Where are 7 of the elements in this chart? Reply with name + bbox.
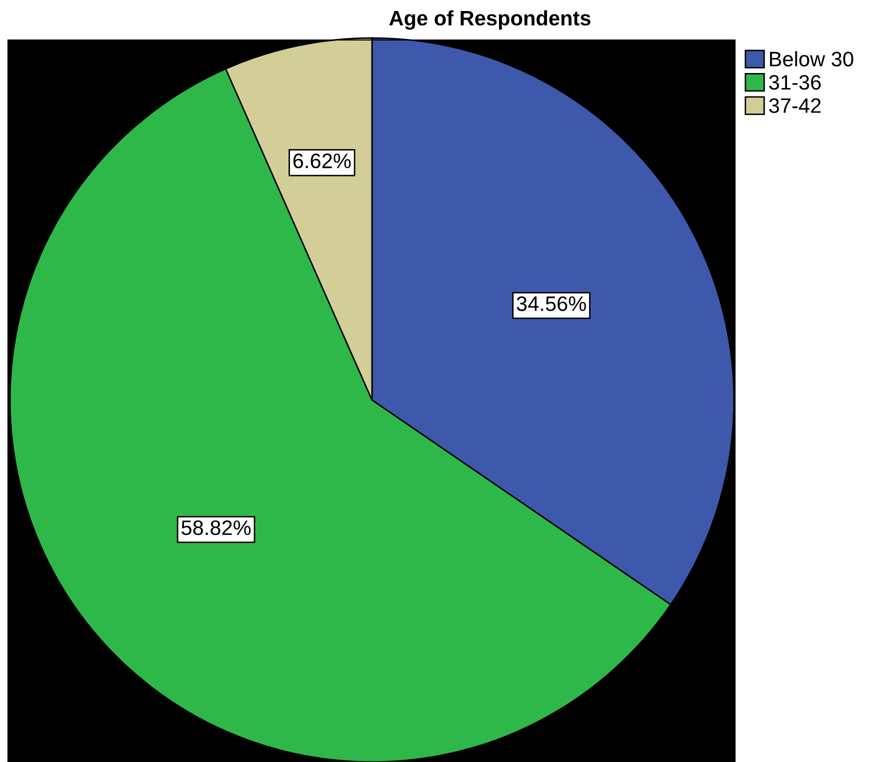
legend-label: 31-36 <box>769 74 821 90</box>
legend-label: 37-42 <box>769 98 821 114</box>
data-label: 6.62% <box>293 154 351 168</box>
data-label: 34.56% <box>516 296 586 312</box>
data-label: 58.82% <box>182 520 251 536</box>
legend-label: Below 30 <box>770 51 854 66</box>
chart-title: Age of Respondents <box>389 10 590 30</box>
